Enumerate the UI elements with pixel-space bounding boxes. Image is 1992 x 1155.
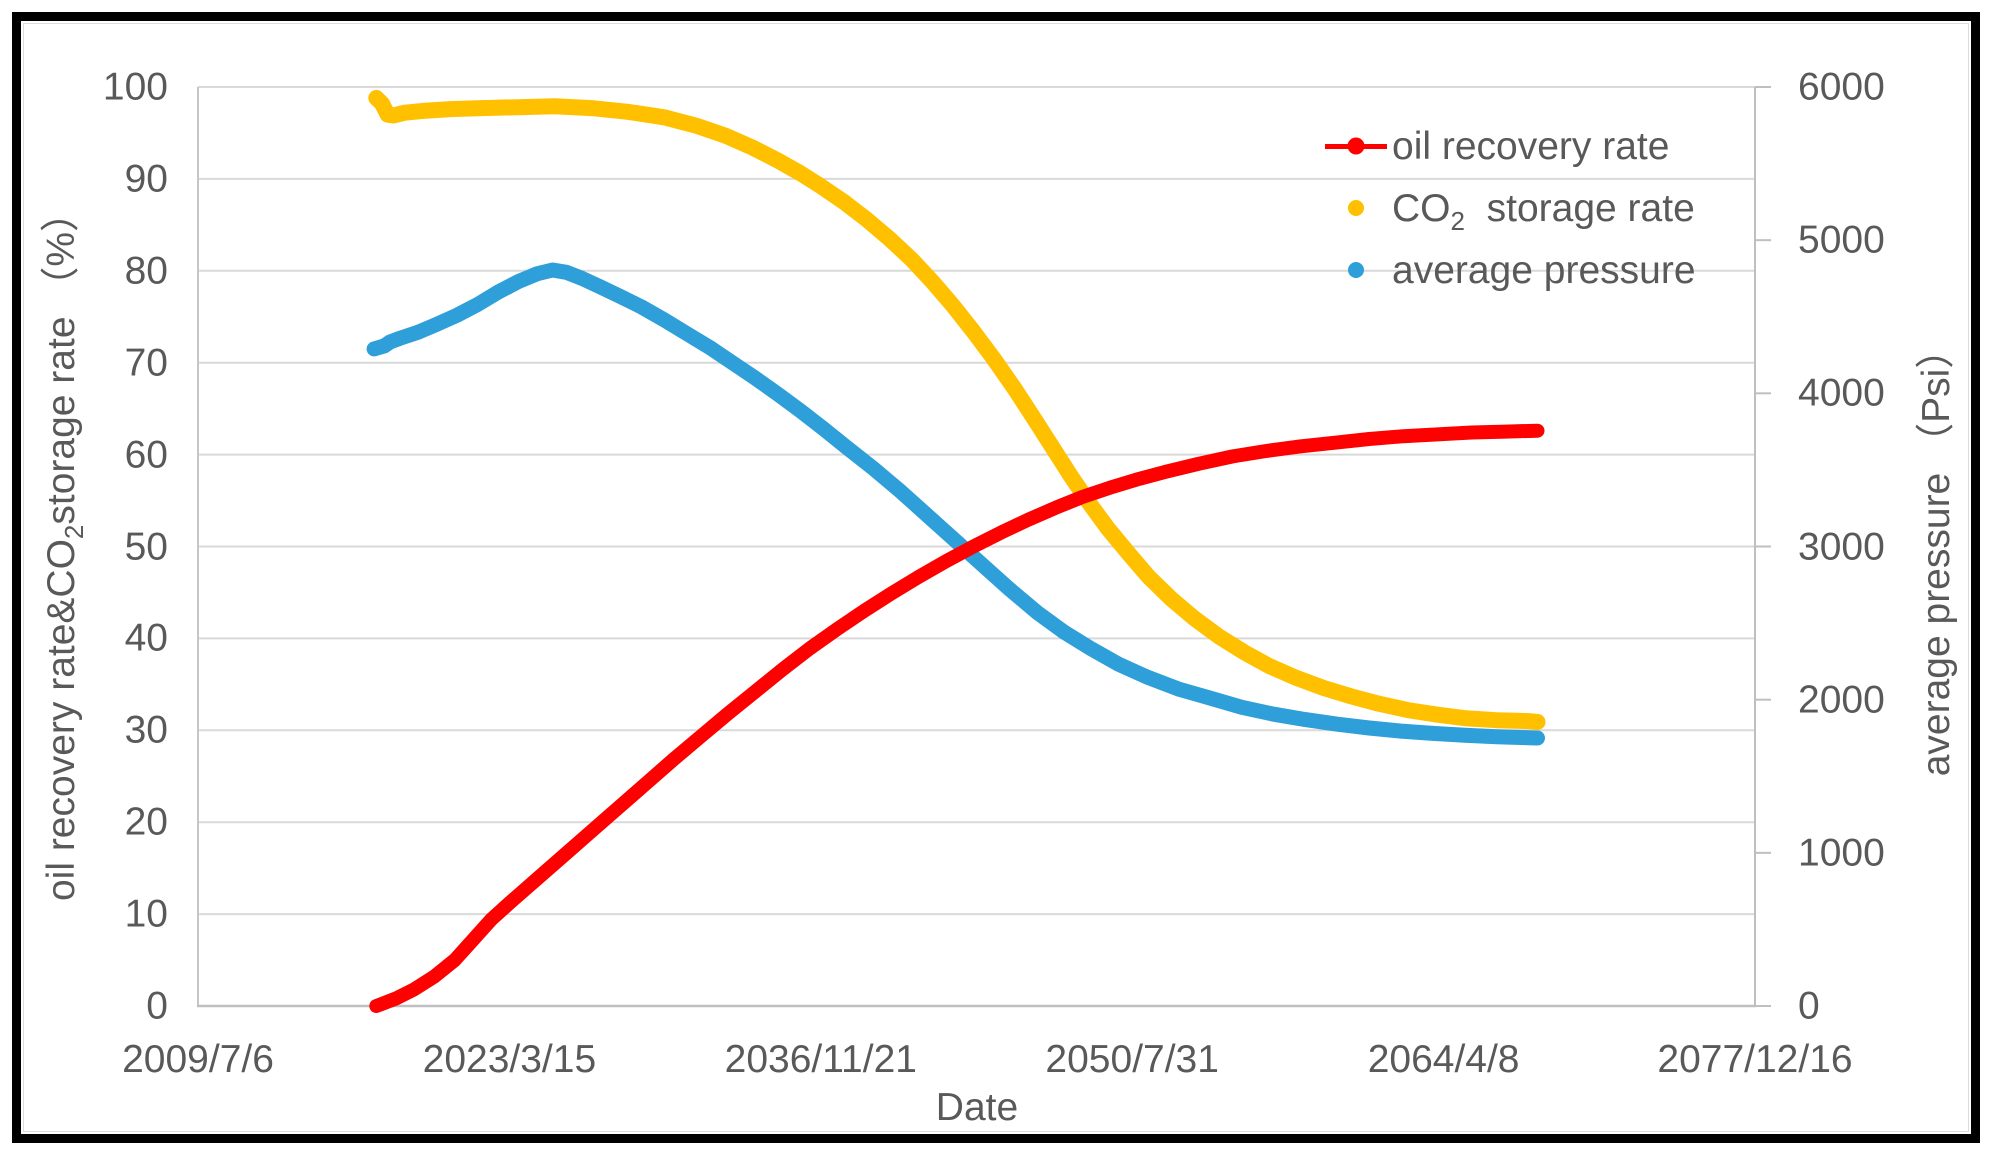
- left-axis-tick-label: 70: [124, 341, 168, 385]
- x-axis-tick-label: 2023/3/15: [422, 1038, 597, 1081]
- left-axis-tick-label: 40: [124, 616, 168, 660]
- legend-label: oil recovery rate: [1392, 124, 1670, 168]
- left-axis-title-text: oil recovery rate&CO: [40, 539, 83, 902]
- legend-label: CO2 storage rate: [1392, 186, 1695, 236]
- series-curve-co2-storage-rate: [368, 90, 1546, 730]
- x-axis-tick-label: 2036/11/21: [724, 1038, 917, 1081]
- legend-label: average pressure: [1392, 248, 1696, 292]
- left-axis-title-subscript: 2: [58, 524, 89, 540]
- legend-dot-marker-yellow: [1325, 198, 1387, 218]
- right-axis-tick-label: 1000: [1798, 831, 1885, 875]
- x-axis-tick-label: 2064/4/8: [1367, 1038, 1520, 1081]
- series-curve-oil-recovery-rate: [369, 423, 1545, 1013]
- x-axis-tick-label: 2009/7/6: [122, 1038, 274, 1081]
- x-axis-tick-label: 2050/7/31: [1045, 1038, 1219, 1081]
- legend-dot-marker-blue: [1325, 260, 1387, 280]
- series-curve-average-pressure: [366, 262, 1545, 746]
- left-axis-tick-label: 60: [124, 433, 168, 477]
- x-axis-tick-label: 2077/12/16: [1657, 1038, 1853, 1081]
- right-axis-tick-label: 3000: [1798, 525, 1885, 568]
- legend-item-co2-storage-rate: CO2 storage rate: [1325, 177, 1696, 239]
- right-axis-tick-label: 6000: [1798, 65, 1885, 109]
- right-axis-title-text: average pressure （Psi）: [1915, 329, 1958, 777]
- left-axis-tick-label: 0: [146, 984, 168, 1028]
- left-axis-tick-label: 30: [124, 708, 168, 752]
- right-axis-tick-label: 5000: [1798, 218, 1885, 262]
- legend-item-oil-recovery-rate: oil recovery rate: [1325, 115, 1696, 177]
- left-axis-tick-label: 50: [124, 525, 168, 568]
- left-axis-tick-label: 20: [124, 800, 168, 844]
- right-axis-tick-label: 2000: [1798, 678, 1885, 722]
- left-axis-title-text-2: storage rate （%）: [40, 192, 83, 525]
- legend: oil recovery rate CO2 storage rate avera…: [1325, 115, 1696, 301]
- left-axis-tick-label: 100: [102, 65, 168, 109]
- left-axis-tick-label: 10: [124, 892, 168, 936]
- x-axis-title: Date: [935, 1086, 1019, 1129]
- left-axis-tick-label: 90: [124, 157, 168, 201]
- left-axis-tick-label: 80: [124, 249, 168, 293]
- right-axis-tick-label: 4000: [1798, 371, 1885, 415]
- legend-item-average-pressure: average pressure: [1325, 239, 1696, 301]
- right-axis-title: average pressure （Psi）: [1905, 330, 1961, 777]
- legend-line-dot-marker-red: [1325, 136, 1387, 156]
- left-axis-title: oil recovery rate&CO2storage rate （%）: [30, 192, 89, 902]
- right-axis-tick-label: 0: [1798, 984, 1820, 1028]
